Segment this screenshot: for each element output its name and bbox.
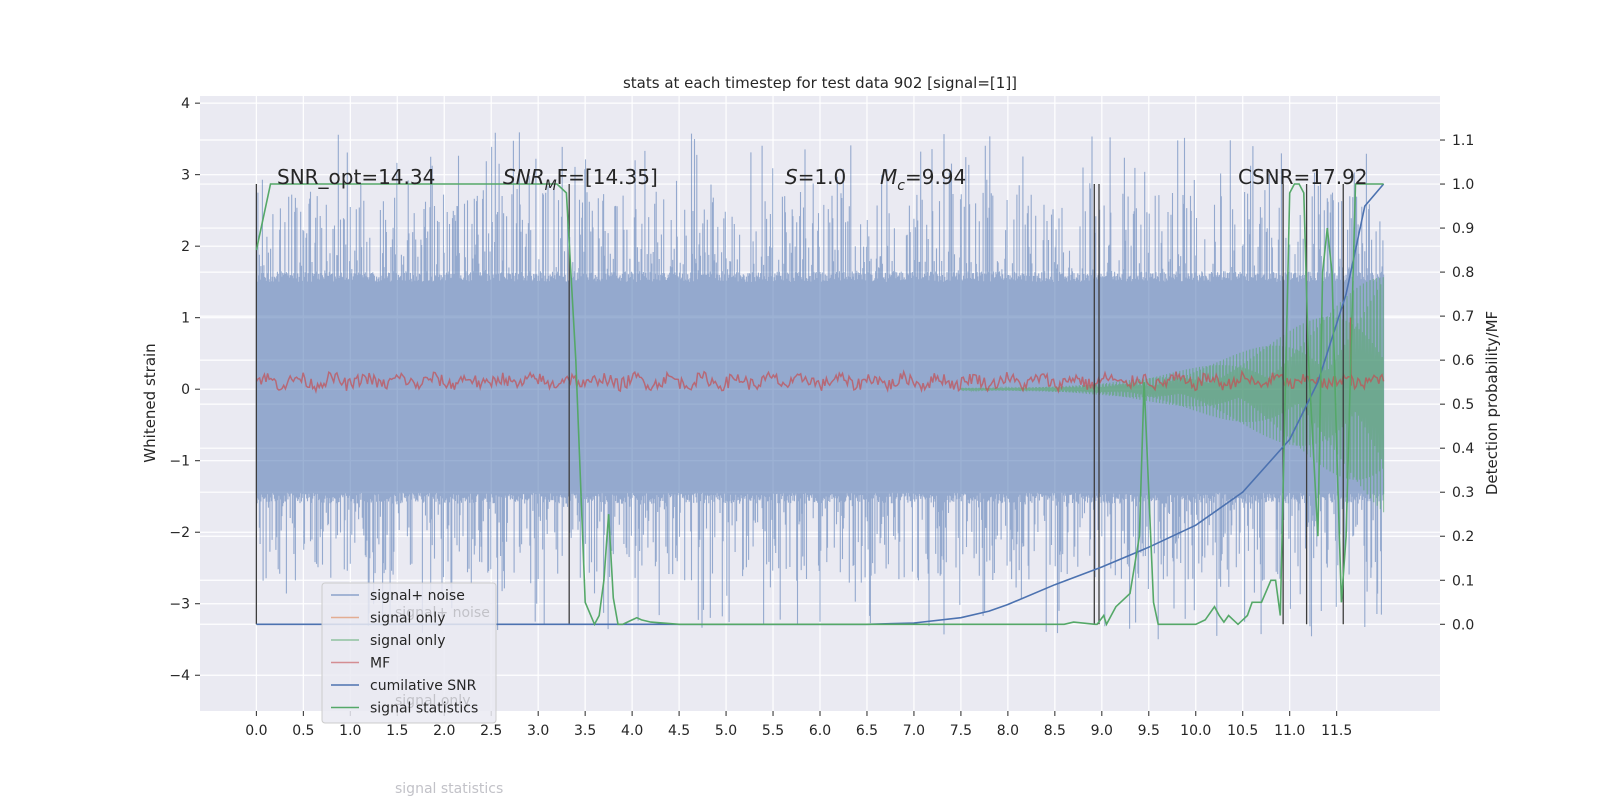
y2-tick-label: 0.7 <box>1452 309 1474 325</box>
x-tick-label: 5.0 <box>715 723 737 739</box>
x-tick-label: 2.0 <box>433 723 455 739</box>
x-tick-label: 1.5 <box>386 723 408 739</box>
x-tick-label: 0.0 <box>245 723 267 739</box>
y-tick-label: −1 <box>169 454 190 470</box>
y-axis-label: Whitened strain <box>141 343 159 462</box>
y2-tick-label: 1.0 <box>1452 177 1474 193</box>
legend-label: MF <box>370 656 390 672</box>
y2-tick-label: 0.8 <box>1452 265 1474 281</box>
annotation-mc-sub: c <box>897 178 905 194</box>
x-tick-label: 9.5 <box>1138 723 1160 739</box>
legend-label: signal only <box>370 611 445 627</box>
legend-label: signal+ noise <box>370 588 465 604</box>
y2-axis-ticks: 1.1 1.0 0.9 0.8 0.7 0.6 0.5 0.4 0.3 0.2 0.1 0.0 <box>1440 133 1474 633</box>
x-tick-label: 1.0 <box>339 723 361 739</box>
annotation-snr-opt: SNR_opt=14.34 <box>277 165 435 189</box>
y2-axis-label: Detection probability/MF <box>1483 311 1501 495</box>
x-tick-label: 8.5 <box>1044 723 1066 739</box>
x-tick-label: 11.0 <box>1274 723 1305 739</box>
legend-label: signal only <box>370 633 445 649</box>
x-tick-label: 5.5 <box>762 723 784 739</box>
annotation-mc: Mc=9.94 <box>880 165 966 194</box>
x-tick-label: 10.5 <box>1227 723 1258 739</box>
y2-tick-label: 0.4 <box>1452 441 1474 457</box>
annotation-snr-mf-main: SNR <box>503 165 545 189</box>
annotation-s-main: S <box>785 165 798 189</box>
x-tick-label: 7.0 <box>903 723 925 739</box>
x-tick-label: 4.0 <box>621 723 643 739</box>
y2-tick-label: 0.2 <box>1452 529 1474 545</box>
y-tick-label: 4 <box>181 96 190 112</box>
y2-tick-label: 0.9 <box>1452 221 1474 237</box>
legend-ghost-labels: signal+ noise signal only signal statistic… <box>395 605 503 797</box>
signal-only-line <box>960 277 1385 513</box>
mf-line <box>255 369 1385 395</box>
x-axis-ticks: 0.0 0.5 1.0 1.5 2.0 2.5 3.0 3.5 4.0 4.5 5.0 5.5 6.0 6… <box>245 711 1352 739</box>
y-tick-label: 2 <box>181 239 190 255</box>
y-axis-ticks: 4 3 2 1 0 −1 −2 −3 −4 <box>169 96 200 684</box>
y-tick-label: 3 <box>181 168 190 184</box>
x-tick-label: 9.0 <box>1091 723 1113 739</box>
annotations: SNR_opt=14.34 SNRMF=[14.35] S=1.0 Mc=9.9… <box>277 165 1368 194</box>
y-tick-label: −4 <box>169 668 190 684</box>
x-tick-label: 3.0 <box>527 723 549 739</box>
legend-ghost-label: signal only <box>395 693 470 709</box>
legend-label: cumilative SNR <box>370 678 477 694</box>
y2-tick-label: 0.3 <box>1452 485 1474 501</box>
legend-entries: signal+ noise signal only signal only MF cum… <box>331 588 478 717</box>
y2-tick-label: 0.1 <box>1452 573 1474 589</box>
annotation-snr-mf-rest: F=[14.35] <box>557 165 658 189</box>
y2-tick-label: 1.1 <box>1452 133 1474 149</box>
y2-tick-label: 0.0 <box>1452 617 1474 633</box>
chart-title: stats at each timestep for test data 902… <box>623 74 1017 92</box>
x-tick-label: 2.5 <box>480 723 502 739</box>
y-tick-label: 1 <box>181 311 190 327</box>
x-tick-label: 3.5 <box>574 723 596 739</box>
x-tick-label: 8.0 <box>997 723 1019 739</box>
cumulative-snr-line <box>256 183 1385 626</box>
x-tick-label: 7.5 <box>950 723 972 739</box>
x-tick-label: 0.5 <box>292 723 314 739</box>
annotation-mc-main: M <box>880 165 897 189</box>
legend-label: signal statistics <box>370 701 478 717</box>
y-tick-label: 0 <box>181 382 190 398</box>
x-tick-label: 10.0 <box>1180 723 1211 739</box>
annotation-snr-mf-sub: M <box>545 178 557 194</box>
legend-ghost-label: signal+ noise <box>395 605 490 621</box>
signal-only-series <box>960 277 1385 513</box>
y2-tick-label: 0.5 <box>1452 397 1474 413</box>
legend-box <box>321 582 497 724</box>
annotation-mc-rest: =9.94 <box>905 165 966 189</box>
legend-ghost-label: signal statistics <box>395 781 503 797</box>
x-tick-label: 6.0 <box>809 723 831 739</box>
y2-tick-label: 0.6 <box>1452 353 1474 369</box>
data-layer <box>255 132 1385 640</box>
signal-statistics-line <box>255 183 1384 627</box>
x-tick-label: 4.5 <box>668 723 690 739</box>
y-tick-label: −2 <box>169 525 190 541</box>
y-tick-label: −3 <box>169 597 190 613</box>
x-tick-label: 11.5 <box>1321 723 1352 739</box>
annotation-s-rest: =1.0 <box>798 165 847 189</box>
annotation-csnr: CSNR=17.92 <box>1238 165 1368 189</box>
x-tick-label: 6.5 <box>856 723 878 739</box>
annotation-s: S=1.0 <box>785 165 846 189</box>
annotation-snr-mf: SNRMF=[14.35] <box>503 165 658 194</box>
